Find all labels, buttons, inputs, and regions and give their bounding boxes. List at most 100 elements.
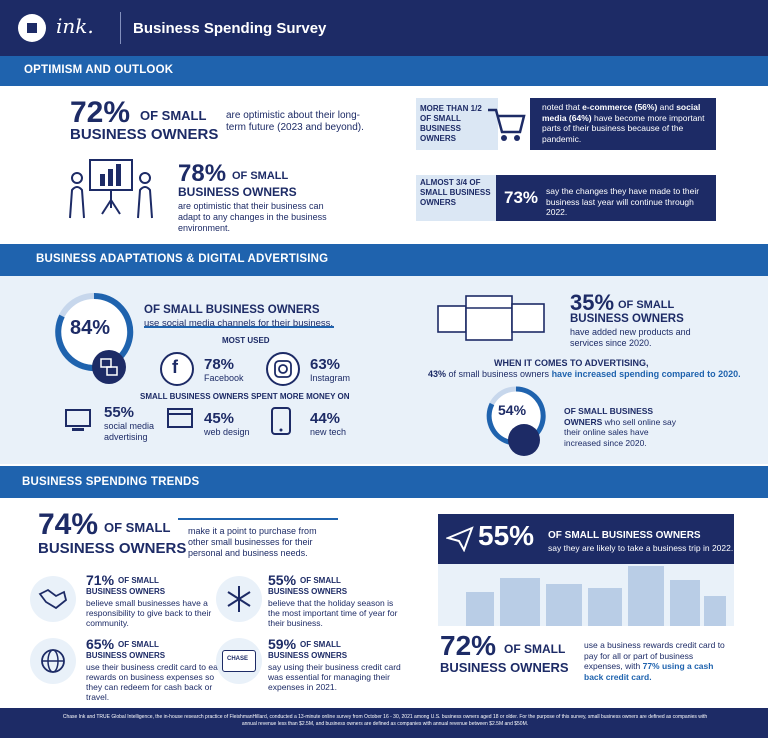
stat-55h-label1: OF SMALL [300, 576, 341, 585]
building-5 [628, 566, 664, 626]
facebook-label: Facebook [204, 373, 244, 383]
travel-desc: say they are likely to take a business t… [548, 543, 734, 553]
web-value: 45% [204, 410, 235, 427]
stat-72b-label2: BUSINESS OWNERS [440, 660, 569, 675]
phone-icon [271, 407, 291, 435]
ecommerce-callout-bg [416, 98, 498, 150]
stat-74-label1: OF SMALL [104, 520, 171, 535]
stat-74-value: 74% [38, 508, 99, 541]
stat-71-label2: BUSINESS OWNERS [86, 587, 166, 596]
facebook-icon: f [172, 357, 178, 377]
instagram-value: 63% [310, 356, 341, 373]
stat-55h-label2: BUSINESS OWNERS [268, 587, 348, 596]
stat-78-label2: BUSINESS OWNERS [178, 185, 297, 199]
stat-65-desc: use their business credit card to earn r… [86, 662, 226, 702]
stat-72-value: 72% [70, 96, 131, 129]
handshake-icon-bg [30, 576, 76, 622]
stat-72b-desc: use a business rewards credit card to pa… [584, 640, 725, 682]
changes-callout-bg [416, 175, 498, 221]
ecommerce-desc: noted that e-commerce (56%) and social m… [542, 102, 705, 144]
stat-59-desc: say using their business credit card was… [268, 662, 401, 692]
credit-card-text: CHASE [227, 656, 249, 662]
paper-plane-icon [446, 526, 474, 552]
stat-71-desc: believe small businesses have a responsi… [86, 598, 212, 628]
stat-72b-value: 72% [440, 630, 497, 661]
products-desc: have added new products and services sin… [570, 327, 691, 348]
instagram-label: Instagram [310, 373, 351, 383]
section-title-optimism: OPTIMISM AND OUTLOOK [24, 64, 174, 76]
ink-logo-text: ink. [56, 14, 94, 38]
section-title-adaptations: BUSINESS ADAPTATIONS & DIGITAL ADVERTISI… [36, 253, 329, 265]
page-title: Business Spending Survey [133, 20, 327, 37]
stat-59-value: 59% [268, 636, 297, 652]
section-bar-trends [0, 466, 768, 498]
stat-78-desc: are optimistic that their business can a… [178, 201, 327, 233]
footer-disclaimer: Chase Ink and TRUE Global Intelligence, … [62, 714, 708, 727]
changes-callout-dark [496, 175, 716, 221]
stat-72b-label1: OF SMALL [504, 642, 566, 656]
instagram-icon [274, 360, 292, 378]
building-6 [670, 580, 700, 626]
hearts-icon [100, 358, 118, 376]
most-used-heading: MOST USED [222, 336, 270, 345]
stat-55h-desc: believe that the holiday season is the m… [268, 598, 398, 628]
credit-card-icon [222, 650, 256, 672]
globe-icon [41, 649, 65, 673]
chase-logo-center [27, 23, 37, 33]
products-value: 35% [570, 290, 615, 315]
building-7 [704, 596, 726, 626]
stat-72-label2: BUSINESS OWNERS [70, 126, 219, 143]
building-1 [466, 592, 494, 626]
social-underline [144, 326, 334, 328]
travel-value: 55% [478, 520, 535, 551]
online-sales-badge-icon [508, 424, 540, 456]
ads-label: social media advertising [104, 421, 155, 442]
shopping-cart-icon [488, 108, 526, 141]
stat-55h-value: 55% [268, 572, 297, 588]
tech-label: new tech [310, 427, 347, 437]
adaptations-background [0, 276, 768, 464]
stat-74-underline [178, 518, 338, 520]
ecommerce-callout-dark [530, 98, 716, 150]
changes-desc: say the changes they have made to their … [546, 186, 700, 217]
stat-74-label2: BUSINESS OWNERS [38, 540, 187, 557]
stat-59-label1: OF SMALL [300, 640, 341, 649]
online-value: 54% [498, 402, 527, 418]
stat-78-value: 78% [178, 160, 227, 187]
ecommerce-lead: MORE THAN 1/2 OF SMALL BUSINESS OWNERS [420, 104, 482, 143]
social-label: OF SMALL BUSINESS OWNERS [144, 304, 320, 316]
header-divider [120, 12, 121, 44]
snowflake-icon [227, 586, 251, 612]
changes-value: 73% [504, 188, 539, 207]
changes-lead: ALMOST 3/4 OF SMALL BUSINESS OWNERS [420, 178, 491, 207]
stat-65-label1: OF SMALL [118, 640, 159, 649]
stat-72-label1: OF SMALL [140, 108, 207, 123]
web-label: web design [204, 427, 250, 437]
stat-65-value: 65% [86, 636, 115, 652]
products-label1: OF SMALL [618, 299, 675, 311]
travel-callout [438, 514, 734, 564]
online-desc: OF SMALL BUSINESS OWNERS who sell online… [564, 406, 676, 448]
stat-74-desc: make it a point to purchase from other s… [188, 526, 317, 558]
stat-72-desc: are optimistic about their long-term fut… [226, 110, 364, 133]
section-title-trends: BUSINESS SPENDING TRENDS [22, 476, 200, 488]
spent-more-heading: SMALL BUSINESS OWNERS SPENT MORE MONEY O… [140, 392, 350, 401]
section-bar-optimism [0, 56, 768, 86]
facebook-icon-circle [160, 352, 194, 386]
section-bar-adaptations [0, 244, 768, 276]
social-value: 84% [70, 317, 111, 339]
building-3 [546, 584, 582, 626]
stat-71-value: 71% [86, 572, 115, 588]
boxes-icon [437, 295, 545, 341]
building-4 [588, 588, 622, 626]
stat-71-label1: OF SMALL [118, 576, 159, 585]
ads-value: 55% [104, 404, 135, 421]
handshake-icon [38, 588, 68, 610]
stat-78-label1: OF SMALL [232, 170, 289, 182]
facebook-value: 78% [204, 356, 235, 373]
ad-monitor-icon [65, 409, 91, 431]
instagram-icon-circle [266, 352, 300, 386]
advertising-title: WHEN IT COMES TO ADVERTISING, [494, 358, 649, 368]
building-2 [500, 578, 540, 626]
